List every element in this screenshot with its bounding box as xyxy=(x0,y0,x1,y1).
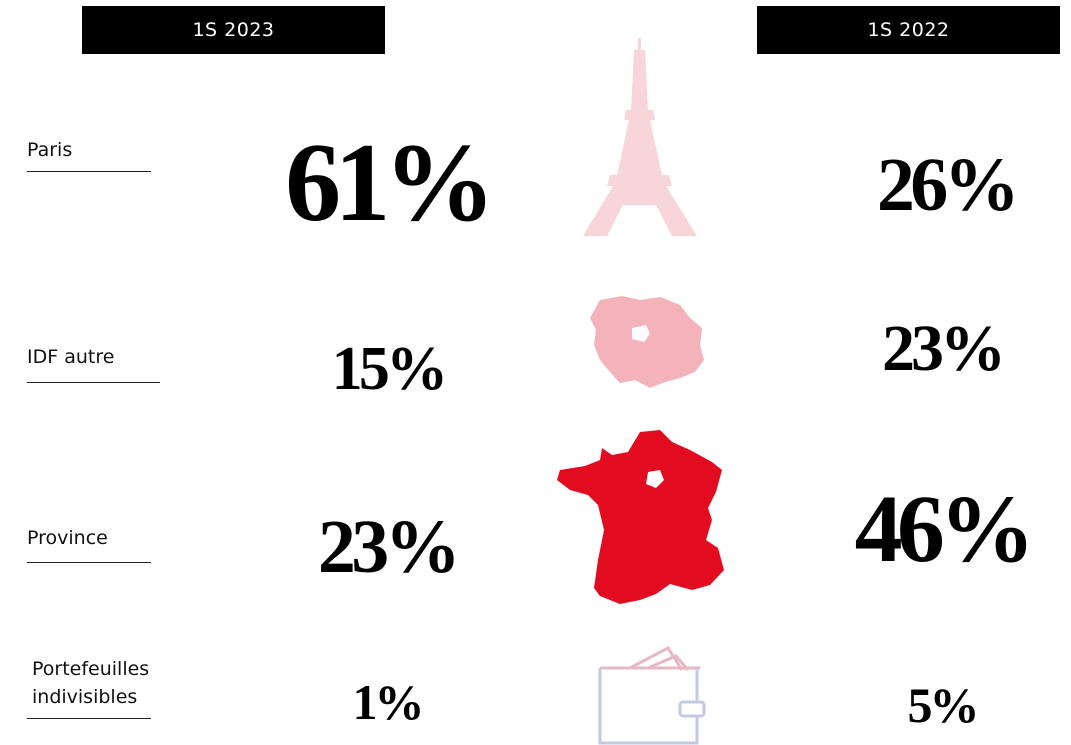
idf-map xyxy=(590,296,704,388)
header-2022: 1S 2022 xyxy=(757,6,1060,54)
row-label: IDF autre xyxy=(27,346,115,368)
eiffel-tower xyxy=(583,38,697,236)
row-label: Portefeuilles indivisibles xyxy=(32,658,150,708)
wallet xyxy=(598,646,706,745)
label-rule xyxy=(27,382,160,383)
header-2023: 1S 2023 xyxy=(82,6,385,54)
value-2022: 46% xyxy=(854,475,1035,582)
value-2023: 1% xyxy=(352,674,425,730)
value-2023: 15% xyxy=(331,335,449,403)
label-rule xyxy=(27,171,151,172)
value-2022: 23% xyxy=(881,312,1006,385)
value-2022: 5% xyxy=(907,677,980,733)
value-2023: 61% xyxy=(285,121,496,245)
label-rule xyxy=(27,718,151,719)
value-2022: 26% xyxy=(876,143,1020,227)
value-2023: 23% xyxy=(317,505,461,589)
label-rule xyxy=(27,562,151,563)
france-map xyxy=(557,430,724,604)
row-label: Province xyxy=(27,527,108,549)
row-label: Paris xyxy=(27,139,73,161)
